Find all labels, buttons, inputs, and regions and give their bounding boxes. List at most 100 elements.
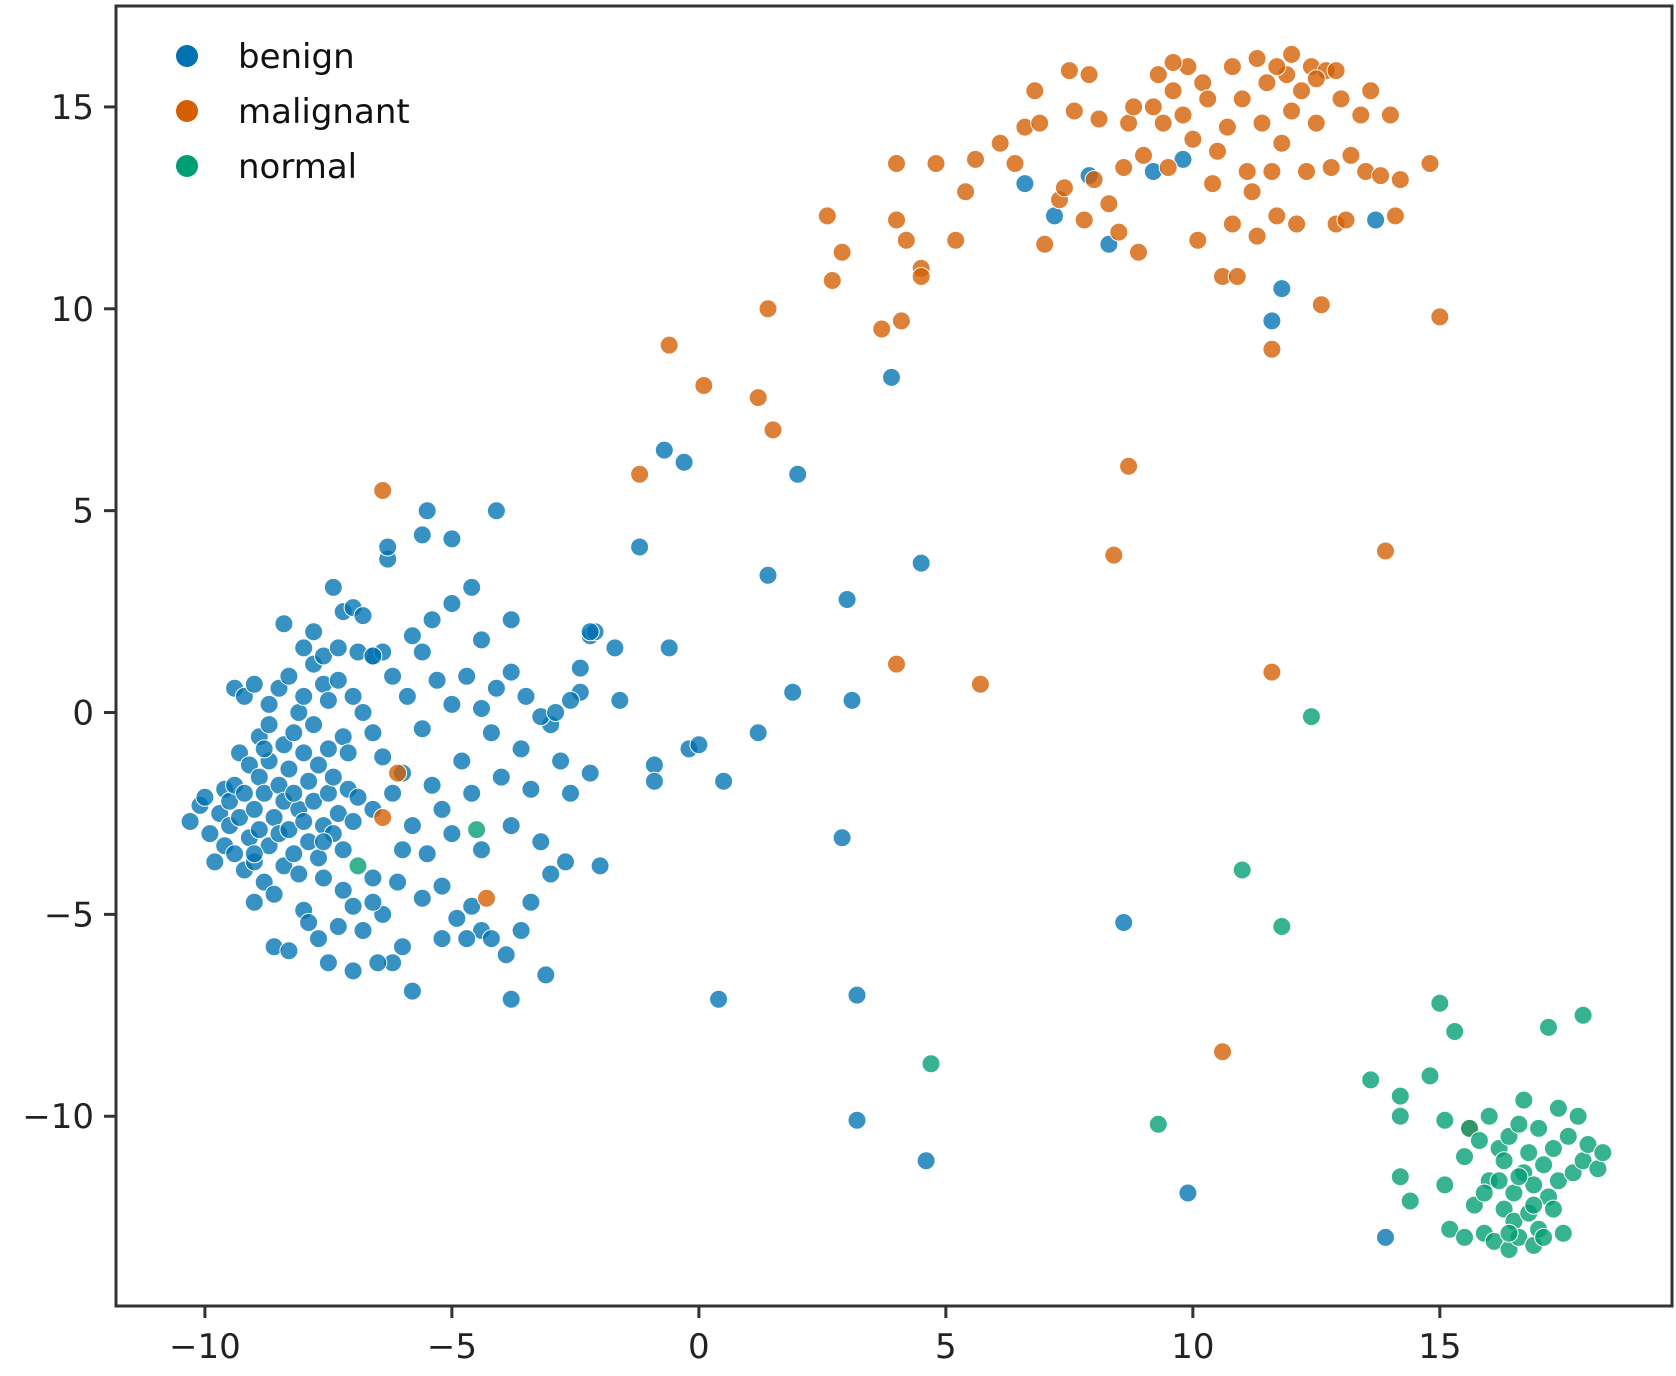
point-benign-200 — [916, 1151, 936, 1171]
point-normal-29 — [1494, 1151, 1514, 1171]
point-benign-100 — [402, 981, 422, 1001]
y-tick-label: 15 — [51, 88, 94, 128]
point-normal-9 — [1390, 1106, 1410, 1126]
point-benign-211 — [1178, 1183, 1198, 1203]
point-benign-117 — [491, 767, 511, 787]
point-benign-218 — [338, 743, 358, 763]
point-normal-65 — [1534, 1227, 1554, 1247]
point-benign-193 — [832, 828, 852, 848]
point-malignant-32 — [1059, 61, 1079, 81]
point-normal-60 — [1509, 1167, 1529, 1187]
plot-frame — [114, 4, 1674, 1308]
point-malignant-98 — [970, 674, 990, 694]
point-malignant-44 — [1143, 97, 1163, 117]
point-benign-197 — [847, 1110, 867, 1130]
point-normal-3 — [1148, 1114, 1168, 1134]
point-malignant-36 — [1089, 109, 1109, 129]
point-benign-51 — [318, 739, 338, 759]
point-benign-96 — [363, 868, 383, 888]
point-normal-49 — [1548, 1098, 1568, 1118]
point-benign-169 — [521, 892, 541, 912]
point-benign-115 — [472, 840, 491, 860]
point-benign-146 — [402, 626, 422, 646]
point-benign-173 — [457, 929, 477, 949]
point-benign-18 — [244, 799, 264, 819]
point-benign-160 — [412, 888, 432, 908]
point-benign-140 — [546, 703, 566, 722]
point-normal-56 — [1578, 1135, 1598, 1154]
point-benign-108 — [412, 719, 432, 739]
point-normal-41 — [1524, 1175, 1544, 1195]
point-malignant-109 — [1079, 65, 1099, 85]
point-benign-174 — [432, 876, 452, 896]
y-axis: −10 −5 0 5 10 15 — [22, 88, 116, 1137]
y-tick-label: 0 — [72, 694, 94, 734]
point-benign-38 — [284, 844, 304, 864]
point-malignant-17 — [896, 230, 916, 250]
point-malignant-95 — [1376, 541, 1395, 561]
point-benign-202 — [1015, 174, 1035, 194]
point-benign-159 — [580, 622, 600, 642]
point-benign-67 — [294, 686, 314, 706]
point-benign-219 — [348, 787, 368, 807]
point-benign-136 — [486, 678, 506, 698]
point-malignant-83 — [1351, 105, 1371, 125]
point-malignant-27 — [1025, 81, 1045, 101]
point-benign-180 — [630, 537, 650, 557]
point-normal-39 — [1519, 1143, 1539, 1163]
point-benign-201 — [709, 989, 729, 1009]
x-tick-label: −10 — [169, 1327, 241, 1367]
point-benign-135 — [472, 699, 491, 718]
point-benign-77 — [328, 638, 348, 658]
point-benign-167 — [501, 989, 521, 1009]
point-benign-175 — [388, 872, 408, 892]
point-benign-148 — [442, 594, 462, 613]
point-normal-58 — [1593, 1143, 1613, 1163]
point-normal-11 — [1400, 1191, 1420, 1211]
point-malignant-10 — [817, 206, 837, 226]
point-malignant-38 — [1109, 222, 1129, 242]
point-malignant-7 — [748, 388, 768, 408]
point-benign-62 — [244, 674, 264, 694]
point-malignant-67 — [1267, 206, 1287, 226]
point-malignant-11 — [822, 271, 842, 290]
point-malignant-13 — [872, 319, 892, 339]
point-benign-162 — [447, 908, 467, 928]
point-benign-94 — [343, 896, 363, 916]
point-benign-157 — [610, 690, 630, 710]
point-malignant-57 — [1217, 117, 1237, 137]
point-benign-65 — [279, 666, 299, 686]
point-malignant-64 — [1252, 113, 1272, 133]
point-benign-85 — [244, 892, 264, 912]
point-malignant-42 — [1129, 242, 1148, 262]
point-normal-7 — [1361, 1070, 1381, 1090]
point-malignant-90 — [1420, 154, 1440, 173]
point-benign-151 — [501, 610, 521, 630]
point-benign-70 — [318, 690, 338, 710]
point-malignant-5 — [659, 335, 679, 355]
point-malignant-25 — [1005, 154, 1025, 173]
point-benign-210 — [1114, 913, 1134, 932]
point-benign-187 — [689, 735, 709, 755]
point-benign-168 — [511, 921, 531, 940]
point-malignant-46 — [1153, 113, 1173, 133]
point-normal-43 — [1529, 1118, 1549, 1138]
point-malignant-96 — [1262, 662, 1282, 682]
legend-label-malignant: malignant — [238, 92, 410, 132]
point-benign-28 — [264, 808, 284, 827]
point-malignant-4 — [630, 464, 650, 484]
point-benign-75 — [304, 622, 324, 642]
point-benign-150 — [472, 630, 491, 650]
point-benign-181 — [654, 440, 674, 460]
point-malignant-28 — [1030, 113, 1050, 133]
point-normal-18 — [1455, 1227, 1474, 1247]
point-malignant-21 — [946, 230, 966, 250]
point-malignant-89 — [1390, 170, 1410, 190]
point-benign-141 — [561, 690, 580, 710]
point-benign-208 — [1262, 311, 1282, 331]
point-benign-101 — [343, 961, 363, 981]
point-benign-54 — [323, 767, 343, 787]
point-malignant-62 — [1242, 182, 1262, 202]
point-malignant-97 — [887, 654, 906, 674]
point-malignant-94 — [1104, 545, 1124, 565]
